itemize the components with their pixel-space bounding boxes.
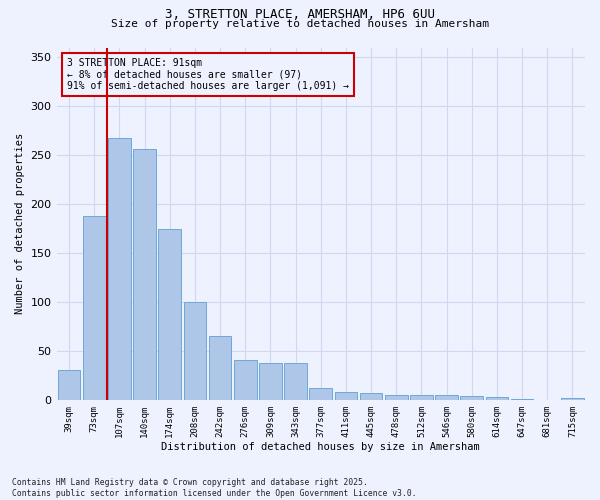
Bar [410, 395, 433, 400]
Text: 3 STRETTON PLACE: 91sqm
← 8% of detached houses are smaller (97)
91% of semi-det: 3 STRETTON PLACE: 91sqm ← 8% of detached… [67, 58, 349, 92]
Bar [385, 395, 407, 400]
Bar [435, 395, 458, 400]
Bar [460, 396, 483, 400]
Bar [234, 360, 257, 400]
Bar [184, 302, 206, 400]
Bar [158, 228, 181, 400]
Bar [83, 216, 106, 400]
Text: 3, STRETTON PLACE, AMERSHAM, HP6 6UU: 3, STRETTON PLACE, AMERSHAM, HP6 6UU [165, 8, 435, 20]
Text: Contains HM Land Registry data © Crown copyright and database right 2025.
Contai: Contains HM Land Registry data © Crown c… [12, 478, 416, 498]
Bar [259, 362, 282, 400]
Bar [58, 370, 80, 400]
Bar [561, 398, 584, 400]
Bar [108, 138, 131, 400]
Y-axis label: Number of detached properties: Number of detached properties [15, 133, 25, 314]
Bar [511, 399, 533, 400]
Bar [485, 397, 508, 400]
Bar [284, 362, 307, 400]
Bar [209, 336, 232, 400]
X-axis label: Distribution of detached houses by size in Amersham: Distribution of detached houses by size … [161, 442, 480, 452]
Text: Size of property relative to detached houses in Amersham: Size of property relative to detached ho… [111, 19, 489, 29]
Bar [335, 392, 357, 400]
Bar [360, 393, 382, 400]
Bar [133, 150, 156, 400]
Bar [310, 388, 332, 400]
